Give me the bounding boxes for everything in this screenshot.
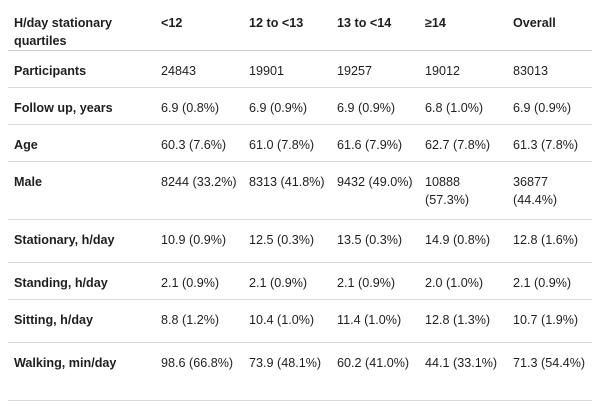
table-cell: 10.9 (0.9%) (155, 219, 243, 263)
table-cell: 60.2 (41.0%) (331, 342, 419, 401)
table-row: Sitting, h/day 8.8 (1.2%) 10.4 (1.0%) 11… (8, 299, 592, 343)
table-cell: 73.9 (48.1%) (243, 342, 331, 401)
header-ge14: ≥14 (419, 0, 507, 51)
row-label: Participants (8, 50, 155, 88)
header-lt12: <12 (155, 0, 243, 51)
table-cell: 61.0 (7.8%) (243, 124, 331, 162)
table-cell: 2.1 (0.9%) (331, 262, 419, 300)
table-cell: 12.8 (1.3%) (419, 299, 507, 343)
table-cell: 6.9 (0.8%) (155, 87, 243, 125)
table-cell: 11.4 (1.0%) (331, 299, 419, 343)
table-cell: 12.8 (1.6%) (507, 219, 592, 263)
header-12-to-13: 12 to <13 (243, 0, 331, 51)
table-cell: 36877 (44.4%) (507, 161, 592, 220)
table-cell: 60.3 (7.6%) (155, 124, 243, 162)
table-cell: 8.8 (1.2%) (155, 299, 243, 343)
table-cell: 2.1 (0.9%) (243, 262, 331, 300)
row-label: Stationary, h/day (8, 219, 155, 263)
table-cell: 2.1 (0.9%) (507, 262, 592, 300)
row-label: Standing, h/day (8, 262, 155, 300)
table-row: Follow up, years 6.9 (0.8%) 6.9 (0.9%) 6… (8, 87, 592, 125)
table-cell: 8244 (33.2%) (155, 161, 243, 220)
row-label: Walking, min/day (8, 342, 155, 401)
row-label: Sitting, h/day (8, 299, 155, 343)
table-row: Walking, min/day 98.6 (66.8%) 73.9 (48.1… (8, 342, 592, 401)
table-cell: 44.1 (33.1%) (419, 342, 507, 401)
table-cell: 14.9 (0.8%) (419, 219, 507, 263)
table-row: Standing, h/day 2.1 (0.9%) 2.1 (0.9%) 2.… (8, 262, 592, 300)
stationary-quartiles-table: H/day stationary quartiles <12 12 to <13… (8, 0, 592, 401)
table-cell: 19012 (419, 50, 507, 88)
table-cell: 2.0 (1.0%) (419, 262, 507, 300)
table-cell: 62.7 (7.8%) (419, 124, 507, 162)
table-cell: 98.6 (66.8%) (155, 342, 243, 401)
table-cell: 61.3 (7.8%) (507, 124, 592, 162)
table-cell: 6.9 (0.9%) (243, 87, 331, 125)
table-cell: 2.1 (0.9%) (155, 262, 243, 300)
row-label: Male (8, 161, 155, 220)
header-13-to-14: 13 to <14 (331, 0, 419, 51)
quartiles-table-container: H/day stationary quartiles <12 12 to <13… (8, 0, 592, 401)
table-cell: 6.9 (0.9%) (507, 87, 592, 125)
table-cell: 83013 (507, 50, 592, 88)
table-cell: 19257 (331, 50, 419, 88)
table-cell: 6.8 (1.0%) (419, 87, 507, 125)
table-cell: 6.9 (0.9%) (331, 87, 419, 125)
header-overall: Overall (507, 0, 592, 51)
table-row: Stationary, h/day 10.9 (0.9%) 12.5 (0.3%… (8, 219, 592, 263)
table-row: Participants 24843 19901 19257 19012 830… (8, 50, 592, 88)
row-label: Follow up, years (8, 87, 155, 125)
table-cell: 12.5 (0.3%) (243, 219, 331, 263)
table-cell: 71.3 (54.4%) (507, 342, 592, 401)
table-row: Male 8244 (33.2%) 8313 (41.8%) 9432 (49.… (8, 161, 592, 220)
table-header-row: H/day stationary quartiles <12 12 to <13… (8, 0, 592, 51)
table-cell: 10.7 (1.9%) (507, 299, 592, 343)
table-cell: 10888 (57.3%) (419, 161, 507, 220)
table-cell: 10.4 (1.0%) (243, 299, 331, 343)
row-label: Age (8, 124, 155, 162)
table-cell: 24843 (155, 50, 243, 88)
header-quartiles: H/day stationary quartiles (8, 0, 155, 51)
table-cell: 9432 (49.0%) (331, 161, 419, 220)
table-cell: 13.5 (0.3%) (331, 219, 419, 263)
table-cell: 8313 (41.8%) (243, 161, 331, 220)
table-cell: 19901 (243, 50, 331, 88)
table-row: Age 60.3 (7.6%) 61.0 (7.8%) 61.6 (7.9%) … (8, 124, 592, 162)
table-cell: 61.6 (7.9%) (331, 124, 419, 162)
